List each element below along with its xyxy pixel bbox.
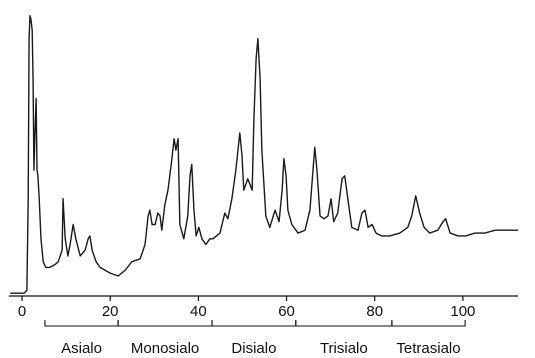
x-tick-label: 100 xyxy=(450,303,475,320)
region-label: Asialo xyxy=(61,340,102,357)
region-bracket xyxy=(117,320,213,327)
region-label: Trisialo xyxy=(320,340,368,357)
region-bracket xyxy=(391,320,466,327)
region-bracket xyxy=(211,320,297,327)
x-tick-label: 0 xyxy=(18,303,26,320)
region-bracket xyxy=(44,320,119,327)
trace xyxy=(10,15,518,294)
region-bracket xyxy=(295,320,393,327)
x-tick-label: 20 xyxy=(102,303,119,320)
x-tick-label: 80 xyxy=(366,303,383,320)
region-label: Tetrasialo xyxy=(396,340,460,357)
region-label: Monosialo xyxy=(131,340,199,357)
region-label: Disialo xyxy=(231,340,276,357)
x-tick-label: 60 xyxy=(278,303,295,320)
x-tick-label: 40 xyxy=(190,303,207,320)
